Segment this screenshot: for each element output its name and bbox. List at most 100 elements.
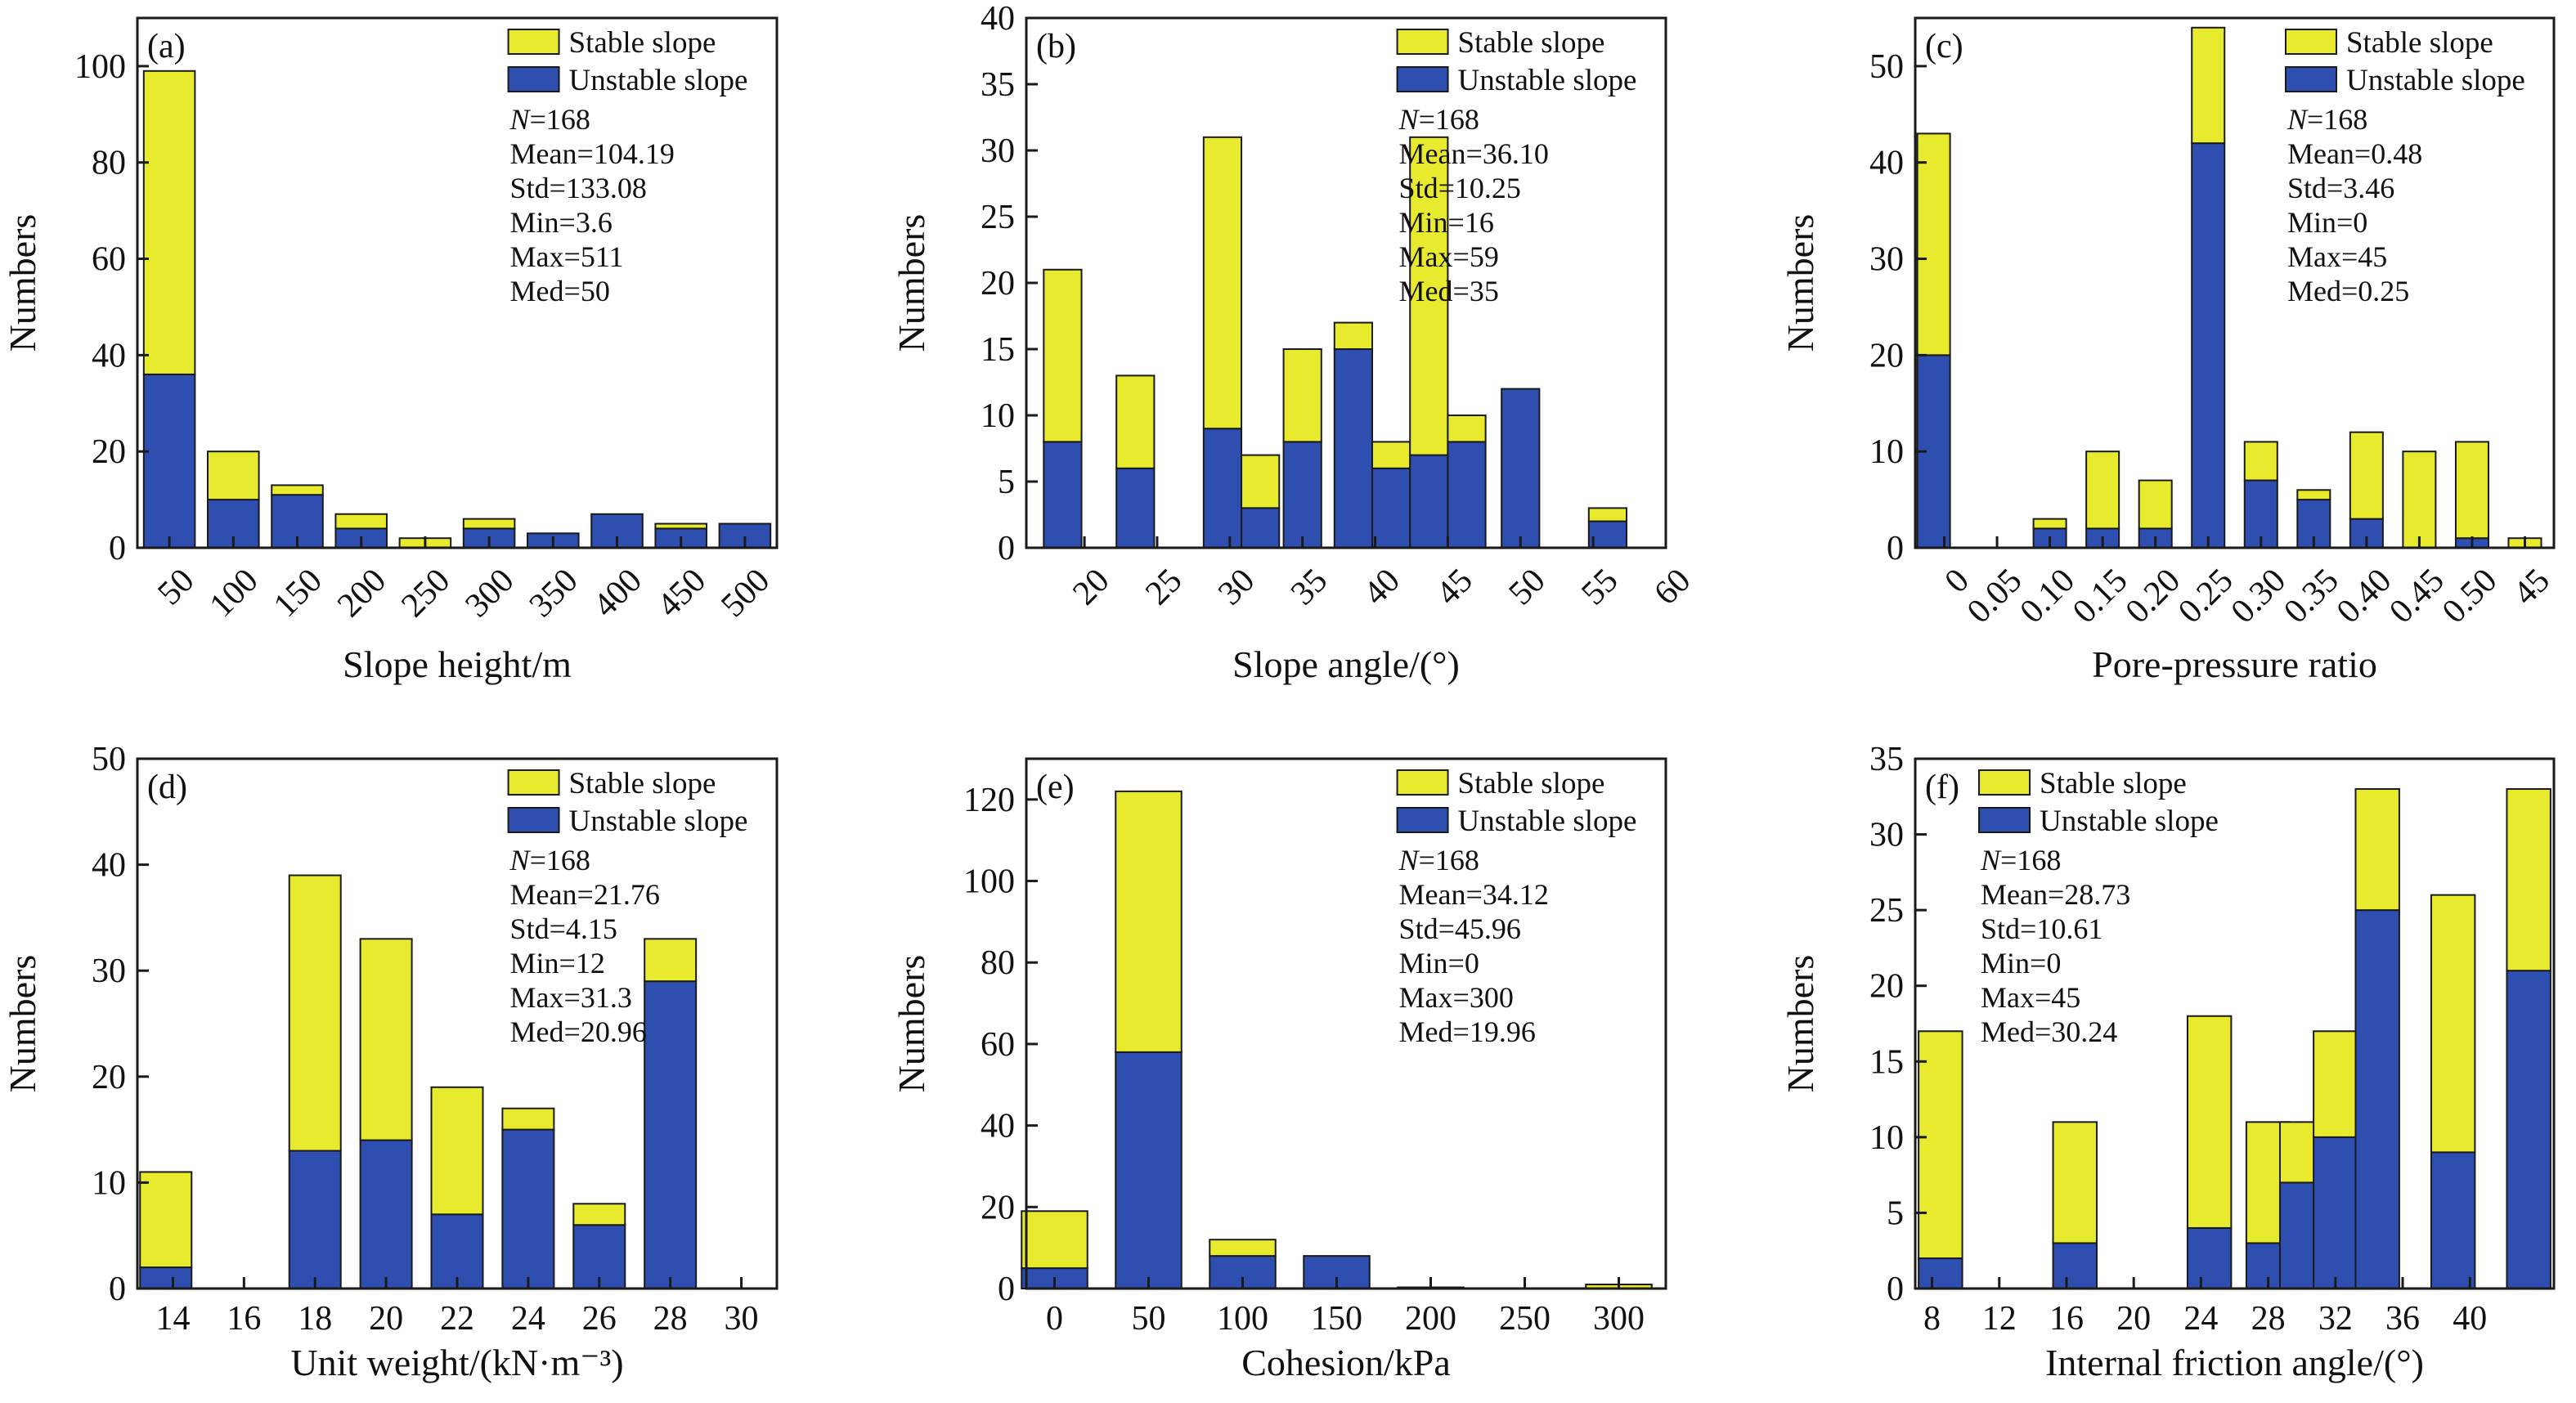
bar-stable <box>2052 1121 2098 1244</box>
bar-stable <box>430 1086 484 1216</box>
y-tick-label: 50 <box>92 741 126 778</box>
x-tick-label: 0.05 <box>1960 562 2029 630</box>
x-tick-label: 30 <box>725 1300 759 1338</box>
bar-unstable <box>501 1128 555 1289</box>
y-tick-label: 25 <box>981 199 1015 236</box>
stats-med: Med=20.96 <box>510 1015 647 1048</box>
stats-mean: Mean=36.10 <box>1399 137 1549 170</box>
x-axis-title: Slope height/m <box>343 643 572 685</box>
x-axis-title: Pore-pressure ratio <box>2092 643 2377 685</box>
x-tick-label: 26 <box>582 1300 617 1338</box>
bar-stable <box>2243 441 2278 482</box>
panel-label: (c) <box>1925 28 1963 65</box>
stats-n: N=168 <box>509 103 590 136</box>
legend-label-unstable: Unstable slope <box>1458 64 1637 97</box>
y-tick-label: 40 <box>981 1108 1015 1145</box>
x-axis-title: Internal friction angle/(°) <box>2045 1342 2424 1383</box>
plot-frame <box>136 16 779 549</box>
bar-stable <box>1241 454 1281 509</box>
y-tick-label: 5 <box>1887 1195 1904 1232</box>
x-tick-label: 20 <box>369 1300 403 1338</box>
legend-label-stable: Stable slope <box>2346 26 2493 60</box>
bar-stable <box>462 518 516 530</box>
bar-unstable <box>1043 441 1083 549</box>
legend-swatch-unstable <box>507 807 560 833</box>
stats-n-symbol: N <box>509 844 532 876</box>
bar-stable <box>1043 268 1083 443</box>
y-tick-label: 20 <box>1869 968 1904 1006</box>
x-tick-label: 20 <box>1066 562 1116 612</box>
legend-label-stable: Stable slope <box>569 767 716 800</box>
legend-label-unstable: Unstable slope <box>569 64 748 97</box>
stats-mean: Mean=104.19 <box>510 137 675 170</box>
x-tick-label: 18 <box>298 1300 332 1338</box>
bar-stable <box>1447 415 1487 443</box>
legend-swatch-unstable <box>1978 807 2031 833</box>
stats-n-symbol: N <box>509 103 532 136</box>
y-tick-label: 80 <box>92 145 126 182</box>
x-tick-label: 150 <box>267 562 330 625</box>
legend-label-unstable: Unstable slope <box>2346 64 2525 97</box>
stats-mean: Mean=34.12 <box>1399 878 1549 911</box>
x-tick-label: 22 <box>440 1300 474 1338</box>
bar-unstable <box>430 1213 484 1290</box>
legend-swatch-unstable <box>507 66 560 92</box>
y-tick-label: 0 <box>998 1271 1015 1308</box>
chart-panel-2: 0 5 10 15 20 25 30 35 40 20 25 30 35 40 45 50 55 60 Slope … <box>891 0 1698 685</box>
x-tick-label: 40 <box>1357 562 1407 612</box>
x-tick-label: 12 <box>1982 1300 2017 1338</box>
y-tick-label: 40 <box>981 0 1015 38</box>
panel-label: (b) <box>1036 28 1076 65</box>
y-tick-label: 30 <box>1869 241 1904 279</box>
x-tick-label: 0.45 <box>2382 562 2451 630</box>
x-axis-title: Slope angle/(°) <box>1232 643 1460 685</box>
x-tick-label: 300 <box>1593 1300 1645 1338</box>
stats-n: N=168 <box>1398 844 1479 876</box>
y-axis-title: Numbers <box>2 955 43 1093</box>
bar-stable <box>1021 1210 1088 1270</box>
panel-label: (e) <box>1036 769 1075 806</box>
panel-label: (a) <box>147 28 186 65</box>
bar-unstable <box>359 1139 413 1290</box>
stats-min: Min=0 <box>1399 947 1479 979</box>
y-tick-label: 120 <box>963 782 1015 819</box>
legend-label-unstable: Unstable slope <box>2040 805 2219 838</box>
bar-unstable <box>2186 1226 2233 1290</box>
y-tick-label: 0 <box>109 1271 126 1308</box>
y-tick-label: 0 <box>109 530 126 567</box>
y-tick-label: 20 <box>92 1059 126 1096</box>
bar-stable <box>572 1203 626 1226</box>
stats-n-symbol: N <box>1398 103 1420 136</box>
stats-std: Std=4.15 <box>510 912 617 945</box>
chart-panel-6: 0 5 10 15 20 25 30 35 8 12 16 20 24 28 32 36 40 Internal … <box>1779 741 2556 1383</box>
x-tick-label: 14 <box>155 1300 190 1338</box>
x-tick-label: 24 <box>511 1300 545 1338</box>
x-tick-label: 25 <box>1138 562 1189 612</box>
legend-swatch-stable <box>507 769 560 796</box>
y-tick-label: 10 <box>92 1164 126 1202</box>
bar-stable <box>2354 788 2400 912</box>
y-tick-label: 30 <box>1869 817 1904 854</box>
y-tick-label: 15 <box>1869 1043 1904 1081</box>
bar-unstable <box>1918 1257 1963 1290</box>
legend-swatch-stable <box>1396 29 1449 55</box>
bar-stable <box>2506 788 2551 972</box>
x-tick-label: 50 <box>1132 1300 1166 1338</box>
x-tick-label: 45 <box>2506 562 2557 612</box>
x-tick-label: 24 <box>2183 1300 2218 1338</box>
bar-stable <box>1333 321 1373 351</box>
y-tick-label: 30 <box>981 132 1015 170</box>
stats-min: Min=3.6 <box>510 206 613 239</box>
x-tick-label: 0.10 <box>2013 562 2082 630</box>
stats-max: Max=31.3 <box>510 981 632 1014</box>
stats-n-symbol: N <box>2287 103 2309 136</box>
legend-label-unstable: Unstable slope <box>1458 805 1637 838</box>
x-tick-label: 0.30 <box>2224 562 2293 630</box>
bar-stable <box>288 874 342 1152</box>
y-tick-label: 0 <box>1887 1271 1904 1308</box>
stats-min: Min=0 <box>1981 947 2061 979</box>
stats-mean: Mean=28.73 <box>1981 878 2130 911</box>
bar-stable <box>1916 132 1951 356</box>
